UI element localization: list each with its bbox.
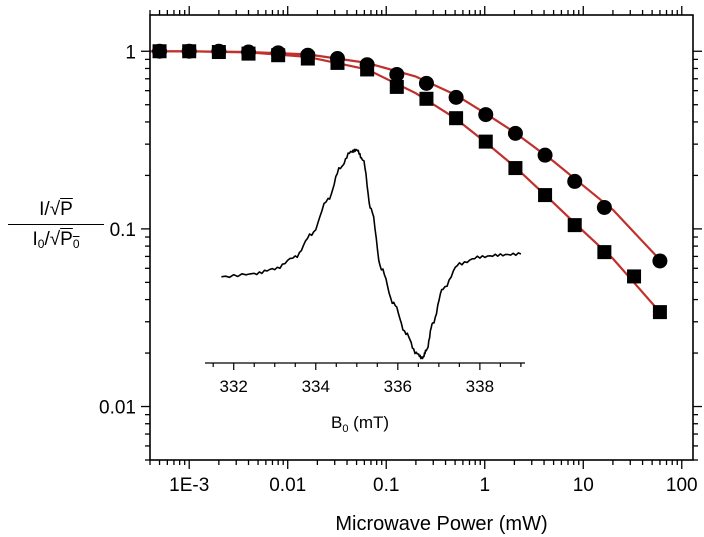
square-marker [389, 79, 404, 94]
circle-marker [478, 107, 494, 123]
y-tick-label: 0.01 [99, 398, 136, 419]
square-marker [478, 134, 493, 149]
square-marker [449, 111, 464, 126]
inset-tick-label: 338 [466, 377, 494, 396]
square-marker [211, 45, 226, 60]
y-axis-title-fraction-bar [8, 224, 104, 225]
inset-spectrum-trace [221, 148, 522, 360]
data-markers [152, 43, 668, 320]
square-marker [538, 188, 553, 203]
square-marker [241, 46, 256, 61]
inset-tick-label: 334 [302, 377, 330, 396]
inset-tick-label: 336 [384, 377, 412, 396]
inset-epr-spectrum: 332 334 336 338 B0 (mT) [205, 148, 525, 435]
square-marker [182, 44, 197, 59]
y-axis-title: I/√P I0/√P0 [2, 198, 110, 252]
x-tick-label: 0.1 [373, 475, 399, 496]
square-marker [360, 62, 375, 77]
inset-axis-title: B0 (mT) [331, 413, 389, 435]
circle-marker [448, 89, 464, 105]
circle-marker [537, 147, 553, 163]
circle-marker [567, 173, 583, 189]
circle-marker [507, 125, 523, 141]
inset-tick-label: 332 [220, 377, 248, 396]
y-axis-title-numerator: I/√P [39, 199, 73, 220]
circle-marker [652, 253, 668, 269]
fit-curve [150, 50, 661, 313]
square-marker [419, 91, 434, 106]
tick-labels: 1E-3 0.01 0.1 1 10 100 Microwave Power (mW) 0.0… [99, 42, 698, 535]
square-marker [627, 269, 642, 284]
square-marker [567, 218, 582, 233]
x-tick-label: 1 [479, 475, 490, 496]
x-axis-title: Microwave Power (mW) [335, 513, 547, 535]
x-tick-label: 1E-3 [169, 475, 209, 496]
square-marker [300, 51, 315, 66]
y-tick-label: 0.1 [110, 220, 136, 241]
x-tick-label: 100 [666, 475, 698, 496]
fit-curve [150, 50, 661, 261]
square-marker [152, 44, 167, 59]
fit-curves [150, 50, 661, 313]
x-tick-label: 10 [573, 475, 594, 496]
y-axis-title-denominator: I0/√P0 [32, 229, 80, 251]
square-marker [508, 161, 523, 176]
square-marker [271, 48, 286, 63]
square-marker [597, 245, 612, 260]
x-tick-label: 0.01 [269, 475, 306, 496]
square-marker [330, 55, 345, 70]
square-marker [652, 305, 667, 320]
circle-marker [418, 75, 434, 91]
circle-marker [389, 66, 405, 82]
y-tick-label: 1 [125, 42, 136, 63]
plot-frame [141, 6, 702, 469]
circle-marker [596, 199, 612, 215]
